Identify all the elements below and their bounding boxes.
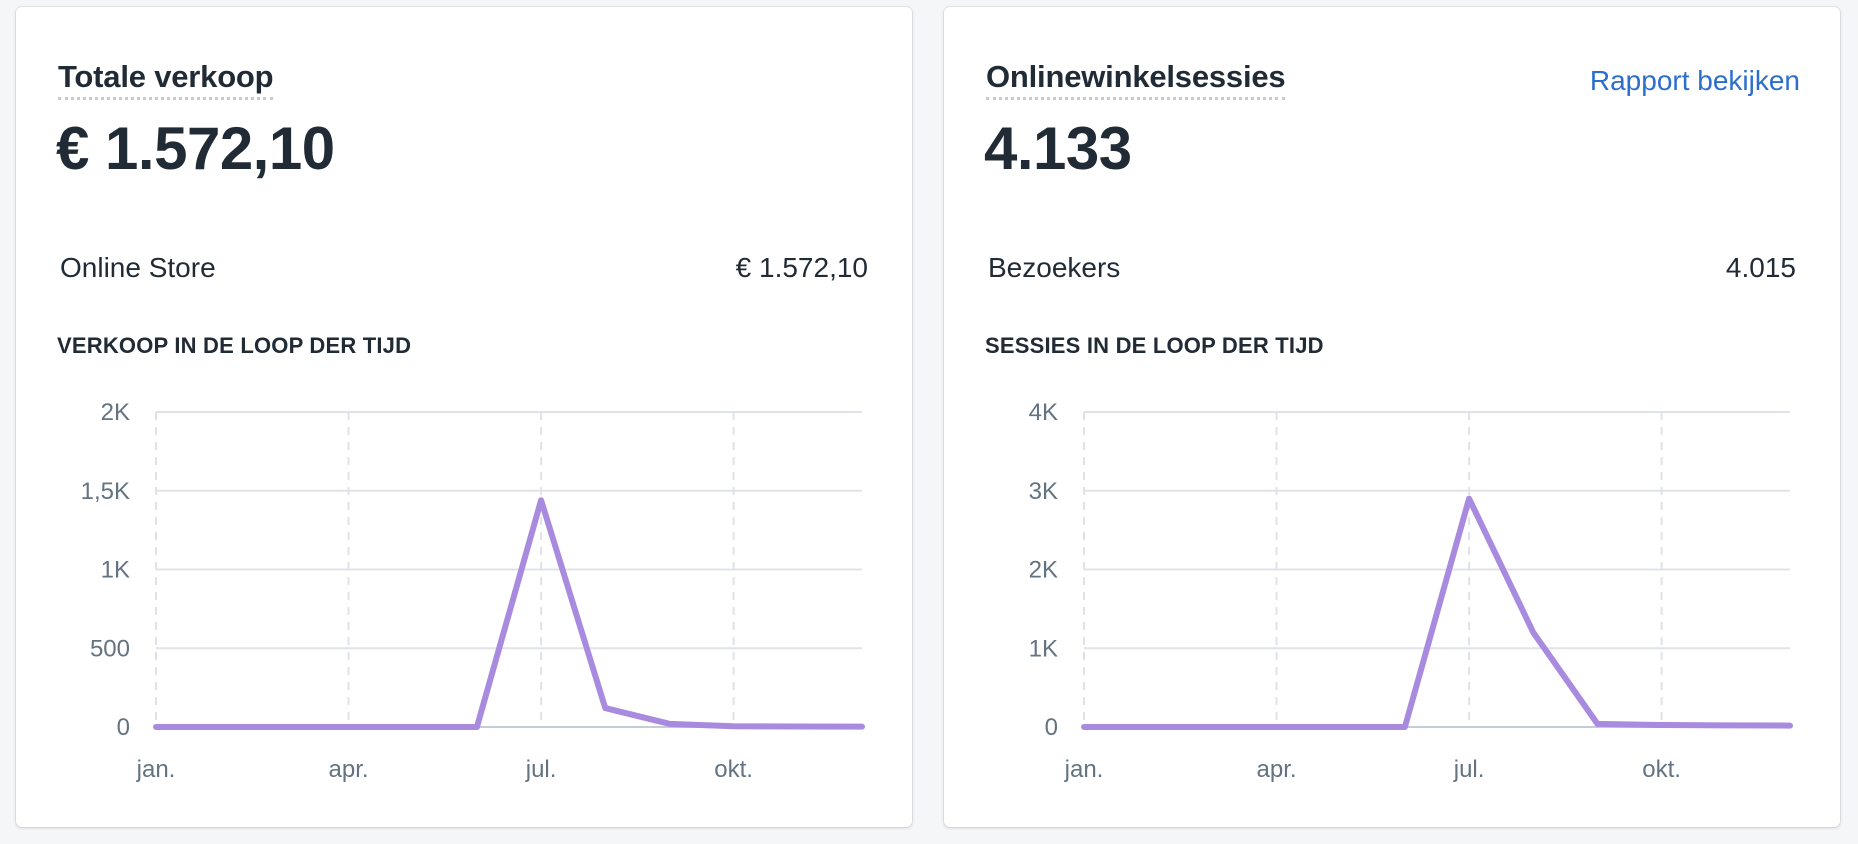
- series-line: [153, 497, 865, 730]
- breakdown-label: Bezoekers: [988, 252, 1121, 283]
- y-tick-label: 0: [117, 714, 130, 741]
- total-sales-value: € 1.572,10: [56, 115, 335, 182]
- sales-over-time-chart: 0 500 1K 1,5K 2K jan. apr. jul. okt.: [81, 399, 865, 783]
- online-store-sessions-card: Onlinewinkelsessies Rapport bekijken 4.1…: [944, 7, 1840, 827]
- y-tick-label: 500: [90, 635, 130, 662]
- x-tick-label: apr.: [329, 756, 369, 783]
- sessions-over-time-chart: 0 1K 2K 3K 4K jan. apr. jul. okt.: [1029, 399, 1793, 783]
- view-report-link[interactable]: Rapport bekijken: [1589, 65, 1800, 96]
- y-tick-label: 3K: [1029, 478, 1058, 505]
- chart-section-label: SESSIES IN DE LOOP DER TIJD: [985, 333, 1324, 358]
- y-tick-label: 2K: [1029, 557, 1058, 584]
- y-tick-label: 4K: [1029, 399, 1058, 426]
- total-sales-card: Totale verkoop € 1.572,10 Online Store €…: [16, 7, 912, 827]
- x-tick-label: jan.: [1064, 756, 1104, 783]
- y-tick-label: 0: [1045, 714, 1058, 741]
- breakdown-value: 4.015: [1725, 252, 1796, 283]
- breakdown-value: € 1.572,10: [735, 252, 868, 283]
- breakdown-row: Online Store € 1.572,10: [60, 250, 868, 286]
- x-tick-label: okt.: [1642, 756, 1681, 783]
- chart-section-label: VERKOOP IN DE LOOP DER TIJD: [57, 333, 412, 358]
- x-tick-label: jan.: [136, 756, 176, 783]
- x-tick-label: apr.: [1257, 756, 1297, 783]
- y-tick-label: 1K: [101, 557, 130, 584]
- y-tick-label: 1K: [1029, 635, 1058, 662]
- card-title[interactable]: Onlinewinkelsessies: [986, 59, 1286, 100]
- series-line: [1081, 495, 1793, 730]
- card-title[interactable]: Totale verkoop: [58, 59, 274, 100]
- sessions-value: 4.133: [984, 115, 1132, 182]
- y-tick-label: 1,5K: [81, 478, 130, 505]
- breakdown-label: Online Store: [60, 252, 216, 283]
- x-tick-label: okt.: [714, 756, 753, 783]
- breakdown-row: Bezoekers 4.015: [988, 250, 1796, 286]
- x-tick-label: jul.: [525, 756, 557, 783]
- y-tick-label: 2K: [101, 399, 130, 426]
- x-tick-label: jul.: [1453, 756, 1485, 783]
